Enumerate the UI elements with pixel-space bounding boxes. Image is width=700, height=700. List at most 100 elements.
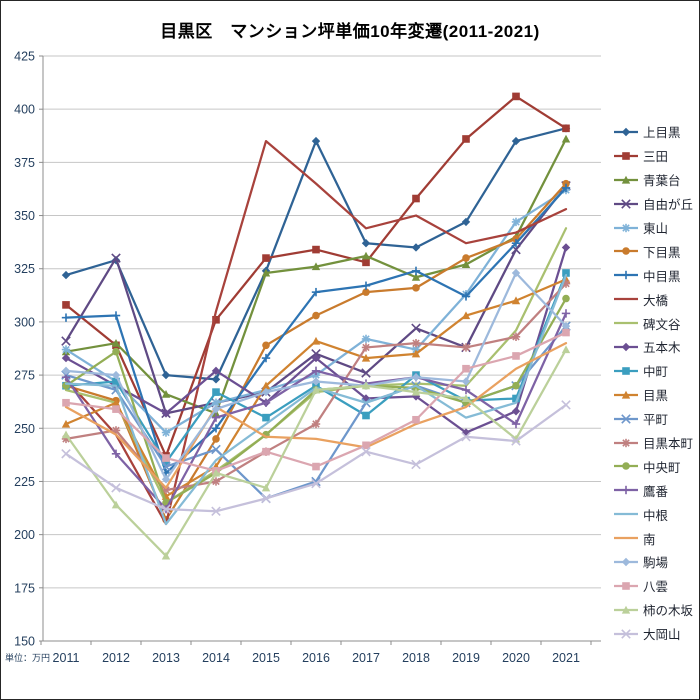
legend-swatch-square-icon bbox=[614, 582, 638, 590]
legend-swatch-square-icon bbox=[614, 367, 638, 375]
x-tick-label: 2020 bbox=[502, 651, 530, 665]
legend-label: 中央町 bbox=[643, 460, 681, 475]
y-tick-label: 300 bbox=[14, 315, 35, 329]
legend-item-目黒: 目黒 bbox=[613, 383, 697, 407]
legend-item-三田: 三田 bbox=[613, 144, 697, 168]
legend-label: 大岡山 bbox=[643, 628, 681, 643]
legend-item-中町: 中町 bbox=[613, 359, 697, 383]
series-大橋 bbox=[64, 139, 568, 526]
legend-item-碑文谷: 碑文谷 bbox=[613, 311, 697, 335]
legend-item-中央町: 中央町 bbox=[613, 454, 697, 478]
legend-item-下目黒: 下目黒 bbox=[613, 239, 697, 263]
legend-item-中根: 中根 bbox=[613, 502, 697, 526]
legend-item-青葉台: 青葉台 bbox=[613, 168, 697, 192]
y-tick-label: 250 bbox=[14, 422, 35, 436]
legend-label: 五本木 bbox=[643, 341, 681, 356]
x-tick-label: 2018 bbox=[402, 651, 430, 665]
y-tick-label: 400 bbox=[14, 103, 35, 117]
legend-swatch-x-icon bbox=[614, 198, 638, 209]
legend-swatch-none-icon bbox=[614, 536, 638, 540]
legend-swatch-plus-icon bbox=[614, 486, 638, 495]
legend-item-駒場: 駒場 bbox=[613, 550, 697, 574]
series-南 bbox=[64, 342, 568, 489]
legend-label: 鷹番 bbox=[643, 484, 669, 499]
legend-item-鷹番: 鷹番 bbox=[613, 478, 697, 502]
x-tick-label: 2013 bbox=[152, 651, 180, 665]
legend-swatch-diamond-icon bbox=[614, 342, 638, 352]
series-下目黒 bbox=[62, 179, 570, 524]
legend-label: 柿の木坂 bbox=[643, 604, 694, 619]
chart-title: 目黒区 マンション坪単価10年変遷(2011-2021) bbox=[160, 22, 540, 41]
legend-label: 東山 bbox=[643, 222, 669, 236]
legend-label: 目黒本町 bbox=[643, 437, 694, 452]
series-東山 bbox=[61, 185, 571, 437]
series-八雲 bbox=[62, 328, 570, 475]
legend-swatch-asterisk-icon bbox=[614, 223, 638, 232]
legend-label: 下目黒 bbox=[643, 245, 681, 260]
y-tick-label: 200 bbox=[14, 528, 35, 542]
legend-item-柿の木坂: 柿の木坂 bbox=[613, 598, 697, 622]
legend-label: 上目黒 bbox=[643, 126, 681, 141]
legend-item-東山: 東山 bbox=[613, 216, 697, 240]
y-tick-label: 325 bbox=[14, 262, 35, 276]
x-tick-label: 2021 bbox=[552, 651, 580, 665]
legend-label: 駒場 bbox=[643, 556, 669, 571]
x-tick-label: 2017 bbox=[352, 651, 380, 665]
legend-swatch-circle-icon bbox=[614, 462, 638, 471]
x-tick-label: 2016 bbox=[302, 651, 330, 665]
legend-item-中目黒: 中目黒 bbox=[613, 263, 697, 287]
y-tick-label: 150 bbox=[14, 635, 35, 649]
legend-swatch-x-icon bbox=[614, 628, 638, 639]
x-tick-label: 2012 bbox=[102, 651, 130, 665]
series-大岡山 bbox=[61, 400, 571, 517]
legend-label: 中町 bbox=[643, 365, 669, 380]
legend-swatch-circle-icon bbox=[614, 247, 638, 256]
x-tick-label: 2019 bbox=[452, 651, 480, 665]
legend-item-目黒本町: 目黒本町 bbox=[613, 431, 697, 455]
legend-label: 八雲 bbox=[643, 580, 669, 595]
legend-item-五本木: 五本木 bbox=[613, 335, 697, 359]
legend-item-大岡山: 大岡山 bbox=[613, 622, 697, 646]
legend-item-自由が丘: 自由が丘 bbox=[613, 192, 697, 216]
legend-swatch-none-icon bbox=[614, 321, 638, 325]
legend-swatch-diamond-icon bbox=[614, 127, 638, 137]
x-tick-label: 2014 bbox=[202, 651, 230, 665]
unit-label: 単位：万円 bbox=[5, 653, 51, 663]
series-駒場 bbox=[61, 268, 571, 484]
legend-swatch-triangle-icon bbox=[614, 605, 638, 614]
legend-label: 大橋 bbox=[643, 293, 669, 308]
series-鷹番 bbox=[61, 309, 571, 514]
y-tick-label: 425 bbox=[14, 50, 35, 64]
legend-label: 自由が丘 bbox=[643, 198, 694, 213]
legend-label: 中目黒 bbox=[643, 269, 681, 284]
legend-label: 三田 bbox=[643, 150, 669, 165]
legend-swatch-triangle-icon bbox=[614, 390, 638, 399]
legend-swatch-triangle-icon bbox=[614, 175, 638, 184]
legend-item-大橋: 大橋 bbox=[613, 287, 697, 311]
legend-label: 青葉台 bbox=[643, 174, 681, 189]
legend-swatch-square-icon bbox=[614, 152, 638, 160]
legend-label: 南 bbox=[643, 532, 656, 547]
legend-swatch-asterisk-icon bbox=[614, 438, 638, 447]
y-tick-label: 175 bbox=[14, 581, 35, 595]
series-中目黒 bbox=[61, 183, 571, 478]
y-tick-label: 275 bbox=[14, 369, 35, 383]
y-tick-label: 350 bbox=[14, 209, 35, 223]
legend-swatch-none-icon bbox=[614, 513, 638, 516]
legend-swatch-plus-icon bbox=[614, 271, 638, 280]
legend-label: 平町 bbox=[643, 413, 669, 428]
legend-item-南: 南 bbox=[613, 526, 697, 550]
legend-item-平町: 平町 bbox=[613, 407, 697, 431]
chart-legend: 上目黒三田青葉台自由が丘東山下目黒中目黒大橋碑文谷五本木中町目黒平町目黒本町中央… bbox=[613, 120, 697, 646]
legend-item-上目黒: 上目黒 bbox=[613, 120, 697, 144]
legend-swatch-diamond-icon bbox=[614, 557, 638, 567]
legend-label: 目黒 bbox=[643, 389, 669, 404]
legend-item-八雲: 八雲 bbox=[613, 574, 697, 598]
legend-swatch-x-icon bbox=[614, 413, 638, 424]
legend-label: 碑文谷 bbox=[643, 317, 681, 332]
legend-swatch-none-icon bbox=[614, 298, 638, 301]
x-tick-label: 2015 bbox=[252, 651, 280, 665]
y-tick-label: 375 bbox=[14, 156, 35, 170]
